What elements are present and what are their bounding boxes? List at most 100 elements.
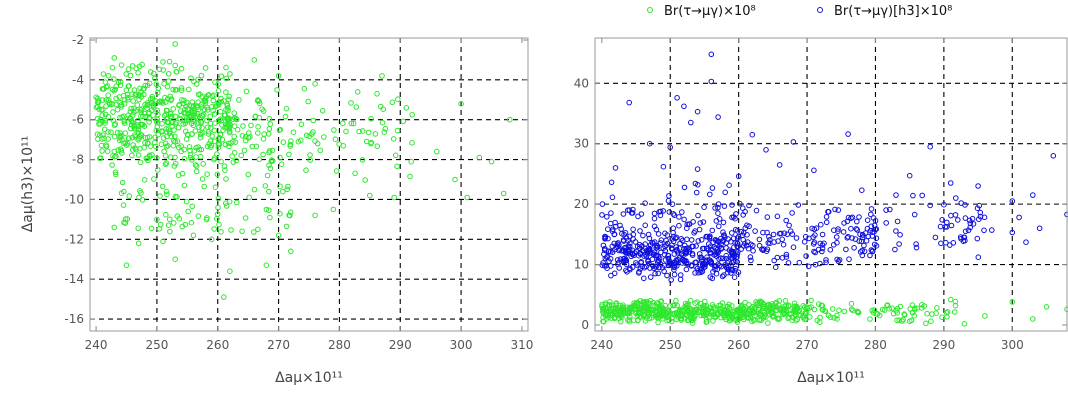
data-point xyxy=(856,214,862,220)
data-point xyxy=(750,248,756,254)
data-point xyxy=(720,229,726,235)
data-point xyxy=(867,252,873,259)
data-point xyxy=(760,303,766,309)
data-point xyxy=(602,235,609,241)
data-point xyxy=(215,88,222,94)
data-point xyxy=(625,237,631,244)
data-point xyxy=(186,86,192,93)
data-point xyxy=(121,96,128,103)
data-point xyxy=(641,301,648,308)
data-point xyxy=(873,226,880,232)
data-point xyxy=(937,223,944,230)
data-point xyxy=(249,143,256,150)
data-point xyxy=(137,159,144,166)
data-point xyxy=(330,206,337,213)
data-point xyxy=(111,224,118,231)
data-point xyxy=(212,79,218,85)
data-point xyxy=(262,183,269,189)
data-point xyxy=(228,227,234,233)
data-point xyxy=(176,101,183,108)
data-point xyxy=(715,201,722,207)
data-point xyxy=(243,88,250,95)
data-point xyxy=(857,231,863,238)
data-point xyxy=(785,260,792,266)
data-point xyxy=(713,270,720,277)
data-point xyxy=(761,309,768,315)
data-point xyxy=(703,316,710,323)
data-point xyxy=(823,214,830,220)
data-point xyxy=(368,116,374,122)
data-point xyxy=(829,306,836,312)
data-point xyxy=(207,125,214,131)
data-point xyxy=(284,186,291,193)
data-point xyxy=(730,235,737,242)
data-point xyxy=(619,314,625,321)
data-point xyxy=(488,158,495,165)
x-tick-label: 280 xyxy=(864,338,887,352)
data-point xyxy=(604,265,610,272)
data-point xyxy=(744,239,751,245)
data-point xyxy=(861,242,867,249)
data-point xyxy=(823,219,830,226)
data-point xyxy=(377,103,384,110)
data-point xyxy=(696,226,703,233)
data-point xyxy=(267,165,274,172)
data-point xyxy=(172,41,178,47)
data-point xyxy=(163,160,170,166)
data-point xyxy=(348,120,355,127)
data-point xyxy=(883,220,890,226)
data-point xyxy=(811,248,817,255)
y-tick-label: 40 xyxy=(574,76,589,90)
data-point xyxy=(605,226,611,232)
data-point xyxy=(977,209,984,216)
data-point xyxy=(128,105,134,112)
y-tick-label: -2 xyxy=(72,33,84,47)
data-point xyxy=(100,106,106,113)
data-point xyxy=(198,72,205,79)
data-point xyxy=(95,136,101,142)
data-point xyxy=(810,241,817,247)
data-point xyxy=(200,161,206,167)
data-point xyxy=(819,302,826,309)
data-point xyxy=(708,308,714,315)
data-point xyxy=(352,170,358,177)
data-point xyxy=(138,106,145,112)
data-point xyxy=(763,314,769,320)
data-point xyxy=(163,107,170,114)
data-point xyxy=(264,172,271,179)
data-point xyxy=(256,156,263,163)
data-point xyxy=(251,57,258,63)
data-point xyxy=(234,199,240,206)
y-tick-label: -6 xyxy=(72,113,84,127)
data-point xyxy=(778,230,784,237)
data-point xyxy=(733,248,739,255)
data-point xyxy=(367,192,373,199)
data-point xyxy=(840,229,847,235)
data-point xyxy=(251,229,257,235)
data-point xyxy=(599,301,605,308)
data-point xyxy=(622,249,629,256)
data-point xyxy=(219,122,225,128)
data-point xyxy=(212,103,219,110)
data-point xyxy=(651,239,658,245)
data-point xyxy=(695,212,701,219)
data-point xyxy=(160,67,167,73)
data-point xyxy=(648,314,655,321)
data-point xyxy=(172,193,179,200)
data-point xyxy=(738,311,744,318)
data-point xyxy=(389,99,396,106)
data-point xyxy=(310,117,317,124)
data-point xyxy=(740,230,747,236)
data-point xyxy=(476,154,483,161)
x-tick-label: 240 xyxy=(85,338,108,352)
data-point xyxy=(699,268,706,275)
data-point xyxy=(130,120,136,126)
data-point xyxy=(195,91,202,98)
data-point xyxy=(108,129,114,135)
data-point xyxy=(793,235,800,241)
data-point xyxy=(167,228,173,235)
data-point xyxy=(966,217,973,224)
data-point xyxy=(214,215,220,222)
data-point xyxy=(674,246,680,253)
data-point xyxy=(113,171,119,178)
